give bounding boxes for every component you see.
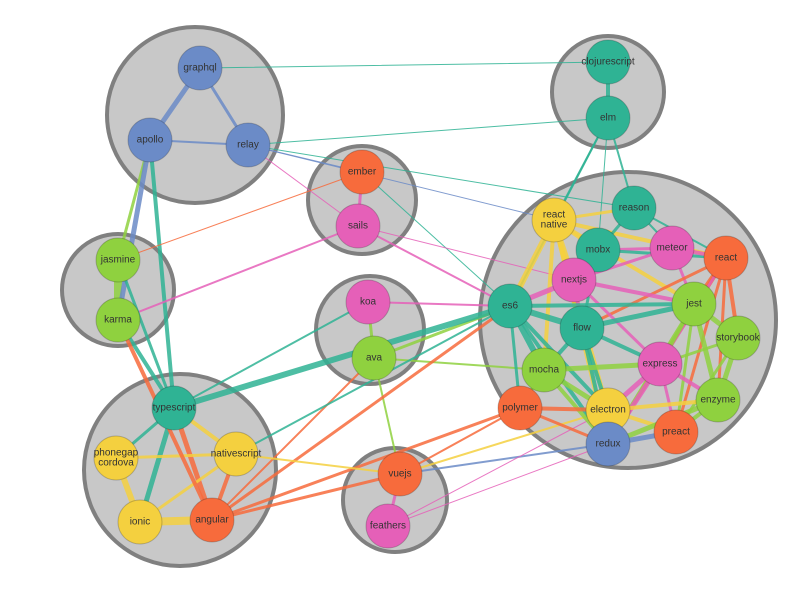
node-phonegap[interactable]: phonegapcordova — [94, 436, 139, 480]
node-circle-koa[interactable] — [346, 280, 390, 324]
node-circle-clojurescript[interactable] — [586, 40, 630, 84]
node-express[interactable]: express — [638, 342, 682, 386]
node-koa[interactable]: koa — [346, 280, 390, 324]
node-apollo[interactable]: apollo — [128, 118, 172, 162]
node-reactnative[interactable]: reactnative — [532, 198, 576, 242]
node-circle-jest[interactable] — [672, 282, 716, 326]
node-circle-reason[interactable] — [612, 186, 656, 230]
node-relay[interactable]: relay — [226, 123, 270, 167]
node-enzyme[interactable]: enzyme — [696, 378, 740, 422]
node-circle-apollo[interactable] — [128, 118, 172, 162]
node-circle-elm[interactable] — [586, 96, 630, 140]
node-circle-feathers[interactable] — [366, 504, 410, 548]
node-ava[interactable]: ava — [352, 336, 396, 380]
node-jasmine[interactable]: jasmine — [96, 238, 140, 282]
node-angular[interactable]: angular — [190, 498, 234, 542]
node-circle-phonegap[interactable] — [94, 436, 138, 480]
node-reason[interactable]: reason — [612, 186, 656, 230]
node-graphql[interactable]: graphql — [178, 46, 222, 90]
node-circle-react[interactable] — [704, 236, 748, 280]
node-typescript[interactable]: typescript — [152, 386, 196, 430]
node-circle-karma[interactable] — [96, 298, 140, 342]
node-circle-nativescript[interactable] — [214, 432, 258, 476]
node-circle-express[interactable] — [638, 342, 682, 386]
node-ionic[interactable]: ionic — [118, 500, 162, 544]
node-es6[interactable]: es6 — [488, 284, 532, 328]
node-elm[interactable]: elm — [586, 96, 630, 140]
node-ember[interactable]: ember — [340, 150, 384, 194]
node-circle-preact[interactable] — [654, 410, 698, 454]
node-redux[interactable]: redux — [586, 422, 630, 466]
node-circle-storybook[interactable] — [716, 316, 760, 360]
node-circle-relay[interactable] — [226, 123, 270, 167]
node-jest[interactable]: jest — [672, 282, 716, 326]
node-circle-ava[interactable] — [352, 336, 396, 380]
node-circle-enzyme[interactable] — [696, 378, 740, 422]
node-preact[interactable]: preact — [654, 410, 698, 454]
node-circle-graphql[interactable] — [178, 46, 222, 90]
node-flow[interactable]: flow — [560, 306, 604, 350]
node-feathers[interactable]: feathers — [366, 504, 410, 548]
node-nextjs[interactable]: nextjs — [552, 258, 596, 302]
node-circle-jasmine[interactable] — [96, 238, 140, 282]
node-meteor[interactable]: meteor — [650, 226, 694, 270]
edge-relay-elm — [248, 118, 608, 145]
node-circle-vuejs[interactable] — [378, 452, 422, 496]
node-circle-redux[interactable] — [586, 422, 630, 466]
node-circle-ember[interactable] — [340, 150, 384, 194]
node-circle-mocha[interactable] — [522, 348, 566, 392]
node-storybook[interactable]: storybook — [716, 316, 761, 360]
edge-es6-jest — [510, 304, 694, 306]
node-react[interactable]: react — [704, 236, 748, 280]
node-mocha[interactable]: mocha — [522, 348, 566, 392]
node-polymer[interactable]: polymer — [498, 386, 542, 430]
node-karma[interactable]: karma — [96, 298, 140, 342]
network-graph: graphqlapollorelayclojurescriptelmjasmin… — [0, 0, 800, 600]
node-circle-es6[interactable] — [488, 284, 532, 328]
node-circle-reactnative[interactable] — [532, 198, 576, 242]
node-vuejs[interactable]: vuejs — [378, 452, 422, 496]
node-sails[interactable]: sails — [336, 204, 380, 248]
node-circle-ionic[interactable] — [118, 500, 162, 544]
node-circle-flow[interactable] — [560, 306, 604, 350]
node-circle-sails[interactable] — [336, 204, 380, 248]
node-circle-meteor[interactable] — [650, 226, 694, 270]
node-circle-typescript[interactable] — [152, 386, 196, 430]
node-circle-nextjs[interactable] — [552, 258, 596, 302]
node-circle-angular[interactable] — [190, 498, 234, 542]
node-circle-polymer[interactable] — [498, 386, 542, 430]
